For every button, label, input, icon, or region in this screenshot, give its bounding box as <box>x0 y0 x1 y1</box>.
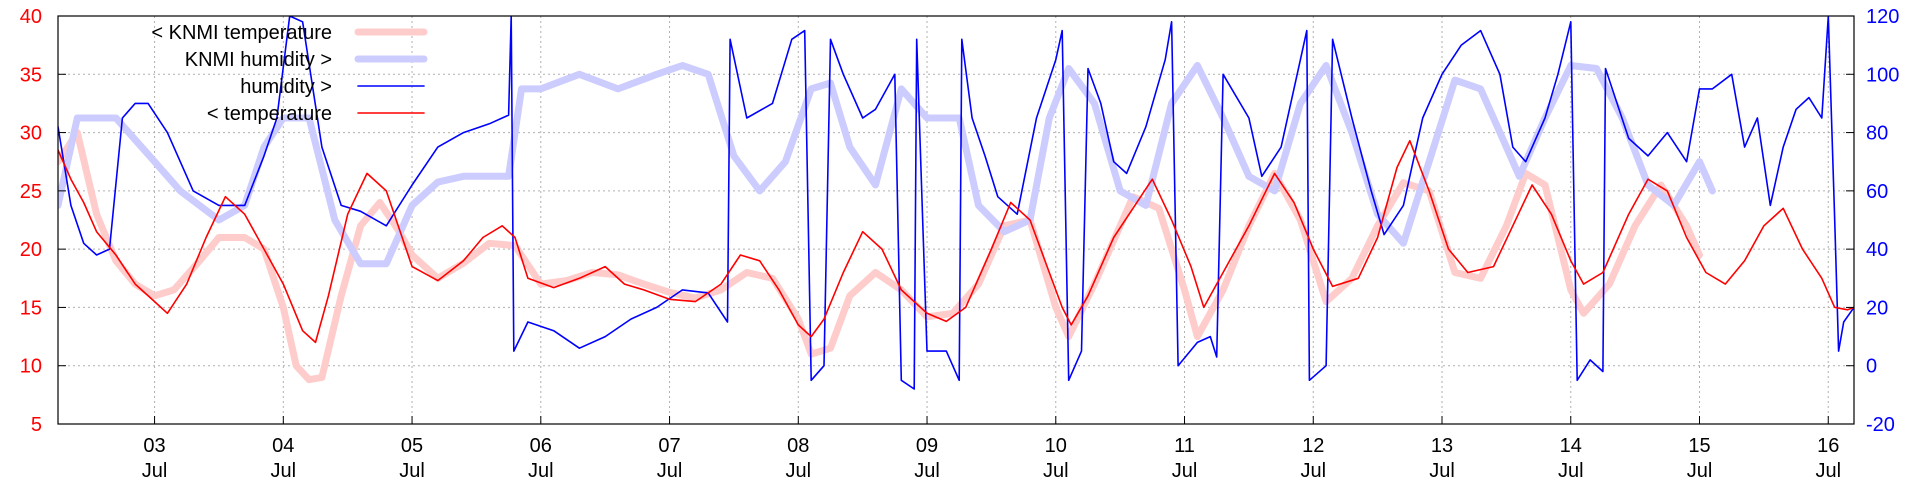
x-tick-label-month: Jul <box>1558 460 1584 480</box>
x-tick-label-day: 05 <box>401 435 423 457</box>
x-tick-label-day: 12 <box>1302 435 1324 457</box>
x-tick-label-month: Jul <box>142 460 168 480</box>
y-right-tick-label: -20 <box>1866 414 1895 436</box>
x-tick-label-month: Jul <box>1300 460 1326 480</box>
y-left-tick-label: 30 <box>20 123 42 145</box>
legend-label-0: < KNMI temperature <box>151 22 332 44</box>
x-tick-label-month: Jul <box>1172 460 1198 480</box>
y-left-tick-label: 20 <box>20 239 42 261</box>
grid <box>58 16 1854 424</box>
x-tick-label-day: 09 <box>916 435 938 457</box>
series-humidity <box>58 16 1854 390</box>
y-right-tick-label: 40 <box>1866 239 1888 261</box>
x-tick-label-month: Jul <box>785 460 811 480</box>
y-left-tick-label: 35 <box>20 64 42 86</box>
x-tick-label-month: Jul <box>1687 460 1713 480</box>
y-right-tick-label: 0 <box>1866 356 1877 378</box>
x-tick-label-day: 04 <box>272 435 294 457</box>
y-right-tick-label: 100 <box>1866 64 1899 86</box>
y-right-tick-label: 20 <box>1866 297 1888 319</box>
series-layer <box>58 16 1854 390</box>
x-tick-label-month: Jul <box>271 460 297 480</box>
y-right-tick-label: 80 <box>1866 123 1888 145</box>
plot-frame <box>57 15 1855 425</box>
y-right-tick-label: 120 <box>1866 6 1899 28</box>
x-tick-label-day: 07 <box>658 435 680 457</box>
x-tick-label-month: Jul <box>528 460 554 480</box>
x-tick-label-day: 14 <box>1560 435 1582 457</box>
y-left-axis: 5 10 15 20 25 30 35 40 <box>20 6 66 436</box>
x-axis: 03 Jul 04 Jul 05 Jul 06 Jul 07 Jul 08 Jul 09 Jul 10 Jul… <box>142 416 1841 480</box>
x-tick-label-month: Jul <box>399 460 425 480</box>
x-tick-label-month: Jul <box>1043 460 1069 480</box>
y-left-tick-label: 5 <box>31 414 42 436</box>
x-tick-label-day: 16 <box>1817 435 1839 457</box>
y-right-tick-label: 60 <box>1866 181 1888 203</box>
y-left-tick-label: 15 <box>20 297 42 319</box>
x-tick-label-day: 15 <box>1688 435 1710 457</box>
x-tick-label-day: 10 <box>1045 435 1067 457</box>
x-tick-label-month: Jul <box>657 460 683 480</box>
x-tick-label-month: Jul <box>1815 460 1841 480</box>
y-left-tick-label: 25 <box>20 181 42 203</box>
y-left-tick-label: 10 <box>20 356 42 378</box>
series-knmi-humidity <box>58 62 1716 268</box>
x-tick-label-month: Jul <box>1429 460 1455 480</box>
legend-label-2: humidity > <box>240 76 332 98</box>
x-tick-label-day: 03 <box>143 435 165 457</box>
x-tick-label-day: 08 <box>787 435 809 457</box>
legend: < KNMI temperature KNMI humidity > humidit… <box>151 22 428 125</box>
series-knmi-temperature <box>58 129 1703 384</box>
x-tick-label-month: Jul <box>914 460 940 480</box>
x-tick-label-day: 11 <box>1174 435 1195 457</box>
x-tick-label-day: 13 <box>1431 435 1453 457</box>
x-tick-label-day: 06 <box>530 435 552 457</box>
series-temperature <box>58 139 1854 344</box>
legend-label-3: < temperature <box>207 103 332 125</box>
y-left-tick-label: 40 <box>20 6 42 28</box>
legend-label-1: KNMI humidity > <box>185 49 332 71</box>
y-right-axis: -20 0 20 40 60 80 100 120 <box>1846 6 1899 436</box>
